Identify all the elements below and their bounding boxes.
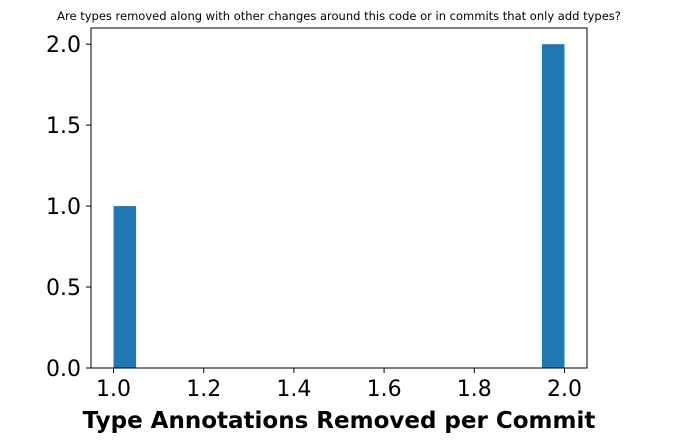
x-tick-label: 1.0: [96, 377, 131, 402]
histogram-bar-1: [114, 206, 137, 368]
y-tick-label: 1.0: [46, 195, 81, 220]
bars-layer: [114, 44, 565, 368]
x-tick-label: 1.8: [457, 377, 492, 402]
plot-frame: [91, 28, 587, 368]
x-tick-label: 1.4: [276, 377, 311, 402]
x-tick-label: 1.2: [186, 377, 221, 402]
x-tick-label: 2.0: [547, 377, 582, 402]
y-tick-label: 1.5: [46, 114, 81, 139]
chart-title: Are types removed along with other chang…: [57, 9, 621, 23]
x-axis-label: Type Annotations Removed per Commit: [83, 408, 596, 434]
y-tick-label: 0.0: [46, 357, 81, 382]
y-tick-label: 0.5: [46, 276, 81, 301]
y-tick-label: 2.0: [46, 33, 81, 58]
histogram-bar-2: [542, 44, 565, 368]
x-tick-label: 1.6: [367, 377, 402, 402]
x-axis-ticks: 1.0 1.2 1.4 1.6 1.8 2.0: [96, 368, 582, 402]
y-axis-ticks: 0.0 0.5 1.0 1.5 2.0: [46, 33, 91, 382]
